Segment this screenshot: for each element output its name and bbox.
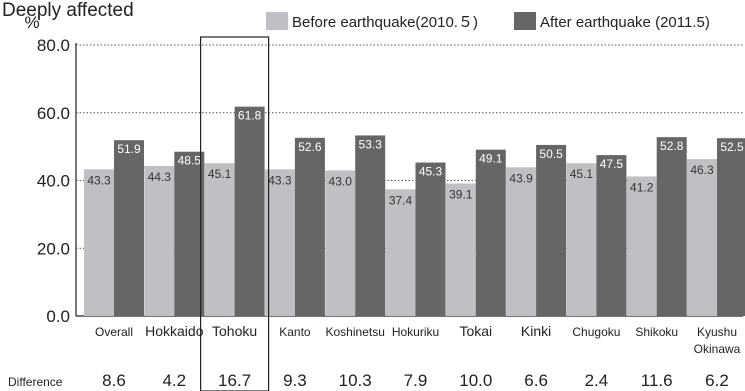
value-label-before: 41.2 bbox=[630, 180, 654, 194]
y-axis-unit: % bbox=[24, 13, 39, 32]
bar-after bbox=[656, 137, 687, 316]
bar-before bbox=[84, 169, 114, 316]
category-label: Kanto bbox=[279, 325, 311, 339]
value-label-before: 44.3 bbox=[148, 170, 172, 184]
y-tick-label: 20.0 bbox=[37, 239, 70, 258]
y-tick-label: 60.0 bbox=[37, 104, 70, 123]
category-label: Tokai bbox=[459, 323, 492, 339]
value-label-after: 45.3 bbox=[419, 165, 443, 179]
value-label-before: 37.4 bbox=[389, 193, 413, 207]
category-label: Hokuriku bbox=[392, 325, 439, 339]
legend-label-before: Before earthquake(2010.５) bbox=[292, 14, 478, 31]
bar-after bbox=[114, 140, 144, 316]
value-label-before: 45.1 bbox=[208, 167, 232, 181]
bar-after bbox=[475, 149, 506, 316]
bar-before bbox=[566, 163, 597, 316]
value-label-after: 48.5 bbox=[178, 154, 202, 168]
bars: 43.3 51.9 44.3 48.5 45.1 61.8 43.3 52.6 43.0 53.3… bbox=[84, 36, 745, 391]
difference-value: 10.3 bbox=[339, 371, 372, 390]
difference-value: 6.2 bbox=[705, 371, 729, 390]
difference-value: 2.4 bbox=[585, 371, 609, 390]
category-label: Shikoku bbox=[635, 325, 678, 339]
value-label-before: 43.0 bbox=[329, 174, 353, 188]
value-label-before: 43.3 bbox=[268, 173, 292, 187]
value-label-after: 51.9 bbox=[117, 142, 141, 156]
value-label-after: 61.8 bbox=[238, 109, 262, 123]
y-tick-label: 40.0 bbox=[37, 172, 70, 191]
bar-after bbox=[536, 144, 567, 316]
difference-value: 4.2 bbox=[162, 371, 186, 390]
value-label-after: 52.5 bbox=[720, 140, 744, 154]
bar-after bbox=[717, 138, 745, 316]
category-label: Okinawa bbox=[694, 342, 741, 356]
bar-after bbox=[415, 162, 446, 316]
value-label-before: 43.3 bbox=[87, 173, 111, 187]
legend: Before earthquake(2010.５) After earthqua… bbox=[266, 12, 710, 31]
difference-value: 11.6 bbox=[641, 371, 673, 390]
bar-before bbox=[144, 165, 175, 316]
category-label: Hokkaido bbox=[145, 323, 204, 339]
category-label: Kyushu bbox=[697, 325, 737, 339]
x-axis: Overall Hokkaido Tohoku Kanto Koshinetsu Hoku… bbox=[95, 323, 741, 356]
value-label-after: 53.3 bbox=[359, 137, 383, 151]
highlight-box bbox=[200, 36, 270, 391]
difference-value: 10.0 bbox=[459, 371, 492, 390]
category-label: Tohoku bbox=[212, 323, 257, 339]
bar-after bbox=[294, 137, 325, 316]
value-label-after: 49.1 bbox=[479, 152, 503, 166]
legend-swatch-after bbox=[514, 12, 536, 30]
legend-swatch-before bbox=[266, 12, 288, 30]
difference-value: 16.7 bbox=[218, 371, 251, 390]
category-label: Koshinetsu bbox=[326, 325, 385, 339]
difference-value: 8.6 bbox=[102, 371, 126, 390]
difference-value: 9.3 bbox=[283, 371, 307, 390]
bar-before bbox=[626, 176, 657, 316]
difference-value: 7.9 bbox=[404, 371, 428, 390]
bar-before bbox=[264, 169, 295, 316]
y-tick-label: 0.0 bbox=[46, 307, 70, 326]
value-label-after: 47.5 bbox=[600, 157, 624, 171]
bar-after bbox=[234, 106, 265, 316]
value-label-before: 46.3 bbox=[690, 163, 714, 177]
bar-before bbox=[445, 183, 476, 316]
category-label: Overall bbox=[95, 325, 133, 339]
bar-after bbox=[174, 151, 205, 316]
difference-label: Difference bbox=[8, 375, 63, 389]
legend-label-after: After earthquake (2011.5) bbox=[540, 14, 710, 31]
value-label-after: 50.5 bbox=[539, 147, 563, 161]
bar-before bbox=[204, 163, 235, 316]
bar-after bbox=[596, 155, 627, 316]
y-tick-label: 80.0 bbox=[37, 36, 70, 55]
category-label: Kinki bbox=[521, 323, 551, 339]
difference-value: 6.6 bbox=[524, 371, 548, 390]
bar-before bbox=[687, 159, 717, 316]
bar-before bbox=[506, 167, 537, 316]
value-label-before: 39.1 bbox=[449, 188, 473, 202]
category-label: Chugoku bbox=[572, 325, 620, 339]
value-label-before: 45.1 bbox=[570, 167, 594, 181]
bar-before bbox=[325, 170, 356, 316]
bar-before bbox=[385, 189, 416, 316]
value-label-after: 52.8 bbox=[660, 139, 684, 153]
value-label-before: 43.9 bbox=[509, 171, 533, 185]
difference-row: 8.6 4.2 16.7 9.3 10.3 7.9 10.0 6.6 2.4 11.6 6.2 Dif… bbox=[8, 371, 729, 390]
value-label-after: 52.6 bbox=[298, 140, 322, 154]
page-title: Deeply affected bbox=[2, 0, 134, 21]
bar-after bbox=[355, 135, 386, 316]
